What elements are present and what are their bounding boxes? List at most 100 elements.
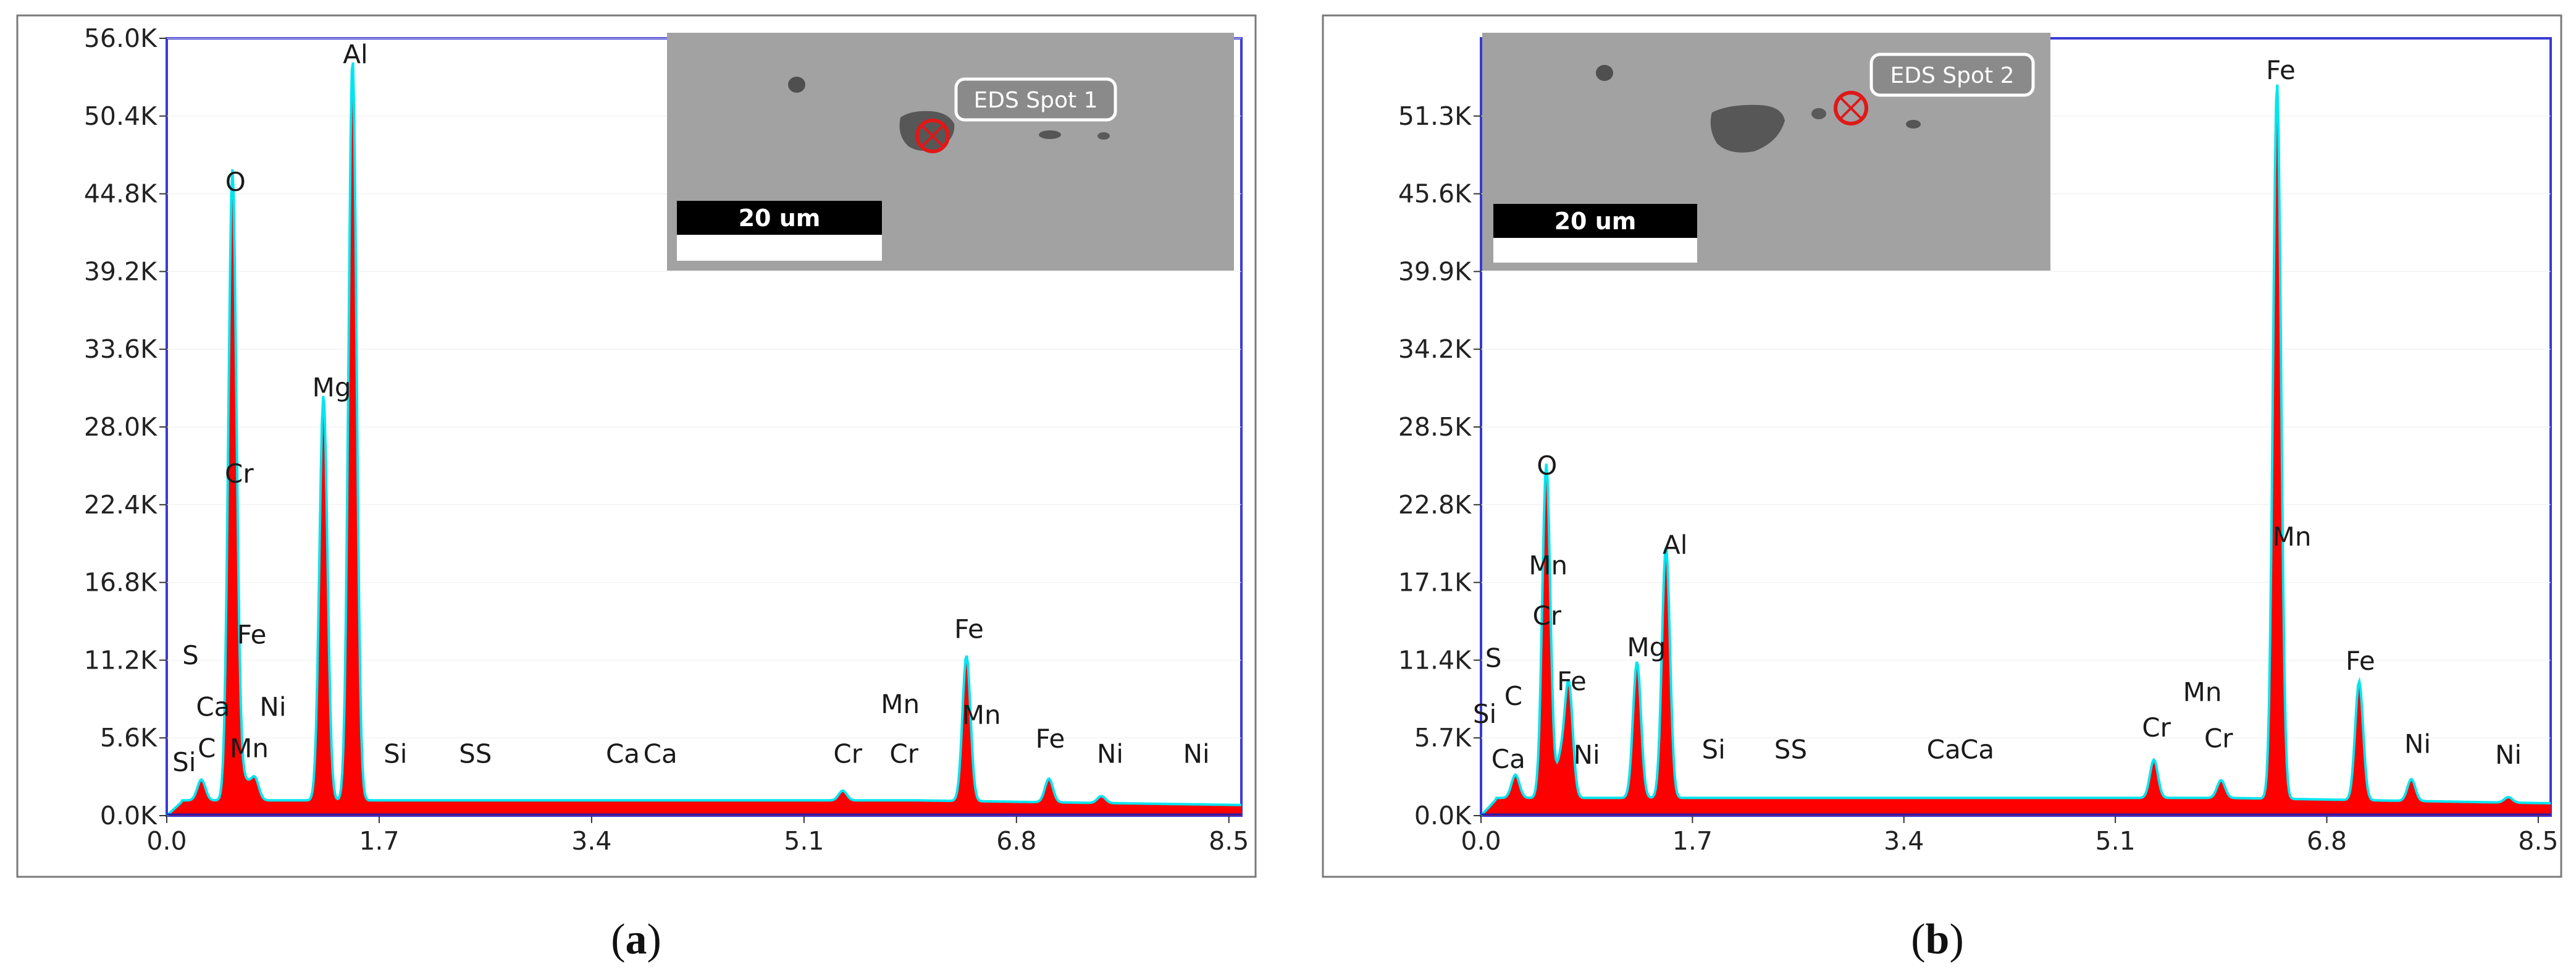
element-label: C xyxy=(198,733,216,764)
y-tick-label: 34.2K xyxy=(1398,334,1472,364)
element-label: Ca xyxy=(1491,744,1525,774)
element-label: Ni xyxy=(1097,739,1123,769)
inclusion-dark-a1 xyxy=(788,77,805,93)
y-tick-label: 11.2K xyxy=(84,645,157,675)
x-tick-label: 1.7 xyxy=(359,826,399,856)
x-tick-label: 6.8 xyxy=(996,826,1036,856)
spot-label-b: EDS Spot 2 xyxy=(1890,63,2015,88)
element-label: Mn xyxy=(230,733,269,764)
element-label: Fe xyxy=(2266,55,2296,85)
spot-label-box-b xyxy=(1869,53,2035,97)
y-tick-label: 17.1K xyxy=(1398,568,1472,598)
element-label: Mg xyxy=(313,373,351,403)
element-label: Ni xyxy=(259,691,286,722)
element-label: Ca xyxy=(606,739,640,769)
element-label: SS xyxy=(1774,734,1807,764)
panel-b-x-ticks: 0.0 1.7 3.4 5.1 6.8 8.5 xyxy=(1461,816,2558,856)
element-label: Ni xyxy=(1183,739,1210,769)
spot-label-a: EDS Spot 1 xyxy=(974,88,1098,113)
element-label: Ca xyxy=(644,739,678,769)
caption-b: (b) xyxy=(1911,916,1964,963)
spot-marker-a xyxy=(915,119,950,153)
panel-a-spectrum xyxy=(166,62,1241,817)
element-label: Fe xyxy=(237,619,267,649)
element-label: S xyxy=(1485,643,1502,673)
y-tick-label: 0.0K xyxy=(1414,801,1472,830)
element-label: S xyxy=(182,640,199,670)
element-label: Mn xyxy=(2273,522,2312,552)
element-label: Cr xyxy=(225,458,254,489)
element-label: Fe xyxy=(1036,724,1065,754)
inclusion-dark-b3 xyxy=(1906,120,1921,129)
inclusion-dark-b1 xyxy=(1596,65,1613,81)
element-label: Si xyxy=(1473,699,1496,729)
y-tick-label: 0.0K xyxy=(100,801,157,830)
scale-bar-white-a xyxy=(677,235,882,261)
y-tick-label: 51.3K xyxy=(1398,101,1472,131)
element-label: Ni xyxy=(1574,740,1600,770)
spot-marker-b xyxy=(1834,91,1868,125)
inclusion-dark-b2 xyxy=(1811,108,1826,119)
y-tick-label: 45.6K xyxy=(1398,179,1472,209)
y-tick-label: 16.8K xyxy=(84,568,157,598)
element-label: Ni xyxy=(2404,729,2431,759)
x-tick-label: 0.0 xyxy=(146,826,187,856)
spectrum-outline xyxy=(166,62,1241,817)
x-tick-label: 8.5 xyxy=(1209,826,1249,856)
element-label: Ni xyxy=(2495,740,2522,770)
y-tick-label: 22.4K xyxy=(84,490,157,520)
panel-b-sem-inset: EDS Spot 2 20 um xyxy=(1482,33,2050,271)
element-label: C xyxy=(1504,681,1522,711)
y-tick-label: 44.8K xyxy=(84,179,157,209)
panel-b-spectrum xyxy=(1480,84,2551,817)
y-tick-label: 11.4K xyxy=(1398,645,1472,675)
element-label: Cr xyxy=(889,739,918,769)
x-tick-label: 5.1 xyxy=(2096,826,2136,856)
panel-a-x-ticks: 0.0 1.7 3.4 5.1 6.8 8.5 xyxy=(146,816,1249,856)
y-tick-label: 39.9K xyxy=(1398,256,1472,286)
scale-bar-b xyxy=(1493,204,1697,238)
panel-a: 0.0K 5.6K 11.2K 16.8K 22.4K 28.0K 33.6K 39.2K 44… xyxy=(16,14,1257,963)
x-tick-label: 0.0 xyxy=(1461,826,1501,856)
element-label: Ca xyxy=(1960,734,1994,764)
x-tick-label: 1.7 xyxy=(1672,826,1713,856)
element-label: Si xyxy=(172,747,196,777)
element-label: Mn xyxy=(881,689,920,719)
panel-b-y-ticks: 0.0K 5.7K 11.4K 17.1K 22.8K 28.5K 34.2K 39.9K 45… xyxy=(1398,101,1481,830)
scale-label-a: 20 um xyxy=(739,205,821,232)
y-tick-label: 33.6K xyxy=(84,334,157,364)
element-label: Fe xyxy=(1557,666,1587,696)
x-tick-label: 5.1 xyxy=(784,826,824,856)
spot-label-box-a xyxy=(954,77,1117,122)
x-tick-label: 6.8 xyxy=(2307,826,2347,856)
element-label: SS xyxy=(459,739,492,769)
y-tick-label: 5.6K xyxy=(100,723,157,753)
y-tick-label: 28.0K xyxy=(84,412,157,442)
element-label: Mg xyxy=(1627,632,1666,662)
scale-label-b: 20 um xyxy=(1554,208,1637,235)
element-label: Cr xyxy=(2204,724,2233,754)
element-label: Si xyxy=(1701,734,1725,764)
inclusion-particle-b xyxy=(1710,104,1785,153)
inclusion-dark-a2 xyxy=(1039,130,1061,139)
element-label: Mn xyxy=(2183,677,2222,708)
element-label: Cr xyxy=(1532,601,1561,631)
element-label: Fe xyxy=(2346,646,2375,676)
caption-a-letter: a xyxy=(626,916,647,963)
scale-bar-white-b xyxy=(1493,238,1697,263)
element-label: O xyxy=(1537,450,1557,481)
x-tick-label: 3.4 xyxy=(571,826,611,856)
panel-a-y-ticks: 0.0K 5.6K 11.2K 16.8K 22.4K 28.0K 33.6K 39.2K 44… xyxy=(84,23,167,830)
element-label: O xyxy=(225,167,246,197)
y-tick-label: 39.2K xyxy=(84,256,157,286)
inclusion-dark-a3 xyxy=(1097,132,1110,140)
y-tick-label: 22.8K xyxy=(1398,490,1472,520)
element-label: Cr xyxy=(833,739,862,769)
element-label: Fe xyxy=(954,614,984,644)
element-label: Cr xyxy=(2142,712,2171,743)
x-tick-label: 3.4 xyxy=(1884,826,1924,856)
caption-a: (a) xyxy=(611,916,661,963)
spectrum-outline xyxy=(1480,84,2551,817)
